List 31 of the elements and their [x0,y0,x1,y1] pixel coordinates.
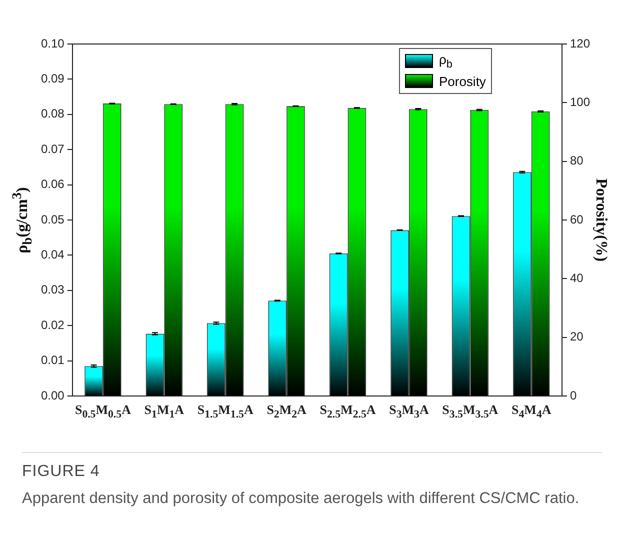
legend-label: Porosity [438,74,486,88]
y-tick-label: 0.04 [40,248,65,262]
legend-label: ρ$_{b}$ [438,52,452,70]
x-tick-label: S$_{3.5}$M$_{3.5}$A [442,402,498,421]
y-tick-label: 0.06 [40,177,65,192]
text: FIGURE 4 [22,463,101,481]
y-tick-label: 0.01 [40,353,65,368]
y-tick-label: 0.07 [40,142,65,156]
x-tick-label: S$_{4}$M$_{4}$A [512,402,552,421]
y2-tick-label: 80 [570,154,584,168]
y-tick-label: 0.03 [40,282,65,297]
y2-axis-title: Porosity(%) [591,178,610,262]
y-tick-label: 0.05 [40,212,65,226]
y2-tick-label: 100 [570,94,590,109]
y2-tick-label: 120 [570,36,590,50]
x-tick-label: S$_{1.5}$M$_{1.5}$A [197,402,254,421]
y-tick-label: 0.09 [40,72,65,86]
y-tick-label: 0.00 [40,388,65,402]
text: Apparent density and porosity of composite aerogels with different CS/CMC ratio. [22,489,580,509]
y-tick-label: 0.10 [40,36,65,50]
y2-tick-label: 60 [570,212,584,226]
y-tick-label: 0.08 [40,106,65,121]
x-tick-label: S$_{0.5}$M$_{0.5}$A [74,402,131,421]
x-tick-label: S$_{2.5}$M$_{2.5}$A [320,402,376,421]
y-tick-label: 0.02 [40,318,65,332]
y2-tick-label: 40 [570,270,584,285]
x-tick-label: S$_{3}$M$_{3}$A [389,402,429,421]
y2-tick-label: 0 [570,388,577,402]
y2-tick-label: 20 [570,330,584,344]
x-tick-label: S$_{2}$M$_{2}$A [266,402,306,421]
x-tick-label: S$_{1}$M$_{1}$A [144,402,184,421]
